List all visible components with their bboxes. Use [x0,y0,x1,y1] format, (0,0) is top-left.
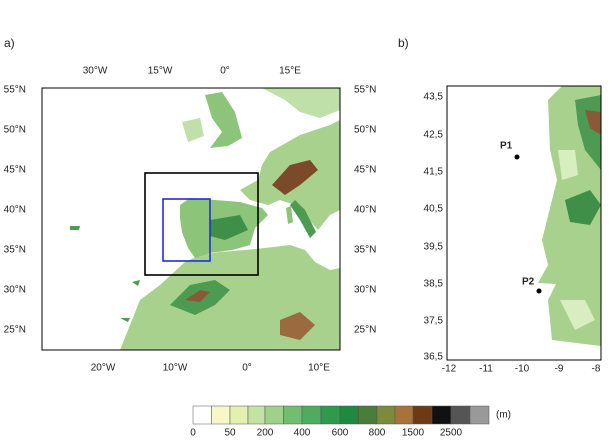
point-marker [514,154,520,160]
right-tick-label: 50°N [354,125,376,136]
colorbar-label: 600 [332,428,349,439]
right-tick-label: 45°N [354,165,376,176]
left-tick-label: 25°N [4,325,26,336]
top-tick-label: 15°E [279,66,301,77]
left-tick-label: 35°N [4,245,26,256]
bottom-tick-label: 10°W [163,363,188,374]
lon-tick-label: -11 [479,364,493,375]
top-tick-label: 30°W [83,66,108,77]
colorbar-label: 200 [257,428,274,439]
point-label: P2 [522,277,535,288]
map-a [42,88,340,350]
left-tick-label: 50°N [4,125,26,136]
colorbar-label: 2500 [440,428,463,439]
colorbar-label: 1500 [402,428,425,439]
lat-tick-label: 40,5 [424,204,444,215]
lon-tick-label: -12 [442,364,457,375]
point-label: P1 [500,141,513,152]
lat-tick-label: 42,5 [424,130,444,141]
top-tick-label: 15°W [148,66,173,77]
colorbar-label: 50 [224,428,236,439]
left-tick-label: 30°N [4,285,26,296]
map-frame [446,85,602,361]
left-tick-label: 55°N [4,85,26,96]
right-tick-label: 40°N [354,205,376,216]
lon-tick-label: -9 [555,364,564,375]
panel-label: a) [4,36,15,50]
bottom-tick-label: 20°W [91,363,116,374]
lat-tick-label: 38,5 [424,279,444,290]
lat-tick-label: 36,5 [424,352,444,363]
colorbar-unit: (m) [496,410,511,421]
colorbar [192,405,490,425]
map-b [447,86,601,360]
colorbar-label: 400 [294,428,311,439]
lon-tick-label: -10 [515,364,530,375]
map-frame [41,87,341,351]
panel-label: b) [398,36,409,50]
point-marker [536,288,542,294]
left-tick-label: 40°N [4,205,26,216]
right-tick-label: 30°N [354,285,376,296]
right-tick-label: 55°N [354,85,376,96]
lat-tick-label: 37,5 [424,316,444,327]
lon-tick-label: -8 [592,364,601,375]
top-tick-label: 0° [220,66,230,77]
right-tick-label: 25°N [354,325,376,336]
bottom-tick-label: 10°E [308,363,330,374]
bottom-tick-label: 0° [242,363,252,374]
lat-tick-label: 39,5 [424,242,444,253]
right-tick-label: 35°N [354,245,376,256]
lat-tick-label: 43,5 [424,92,444,103]
lat-tick-label: 41,5 [424,167,444,178]
colorbar-label: 0 [190,428,196,439]
colorbar-label: 800 [369,428,386,439]
left-tick-label: 45°N [4,165,26,176]
